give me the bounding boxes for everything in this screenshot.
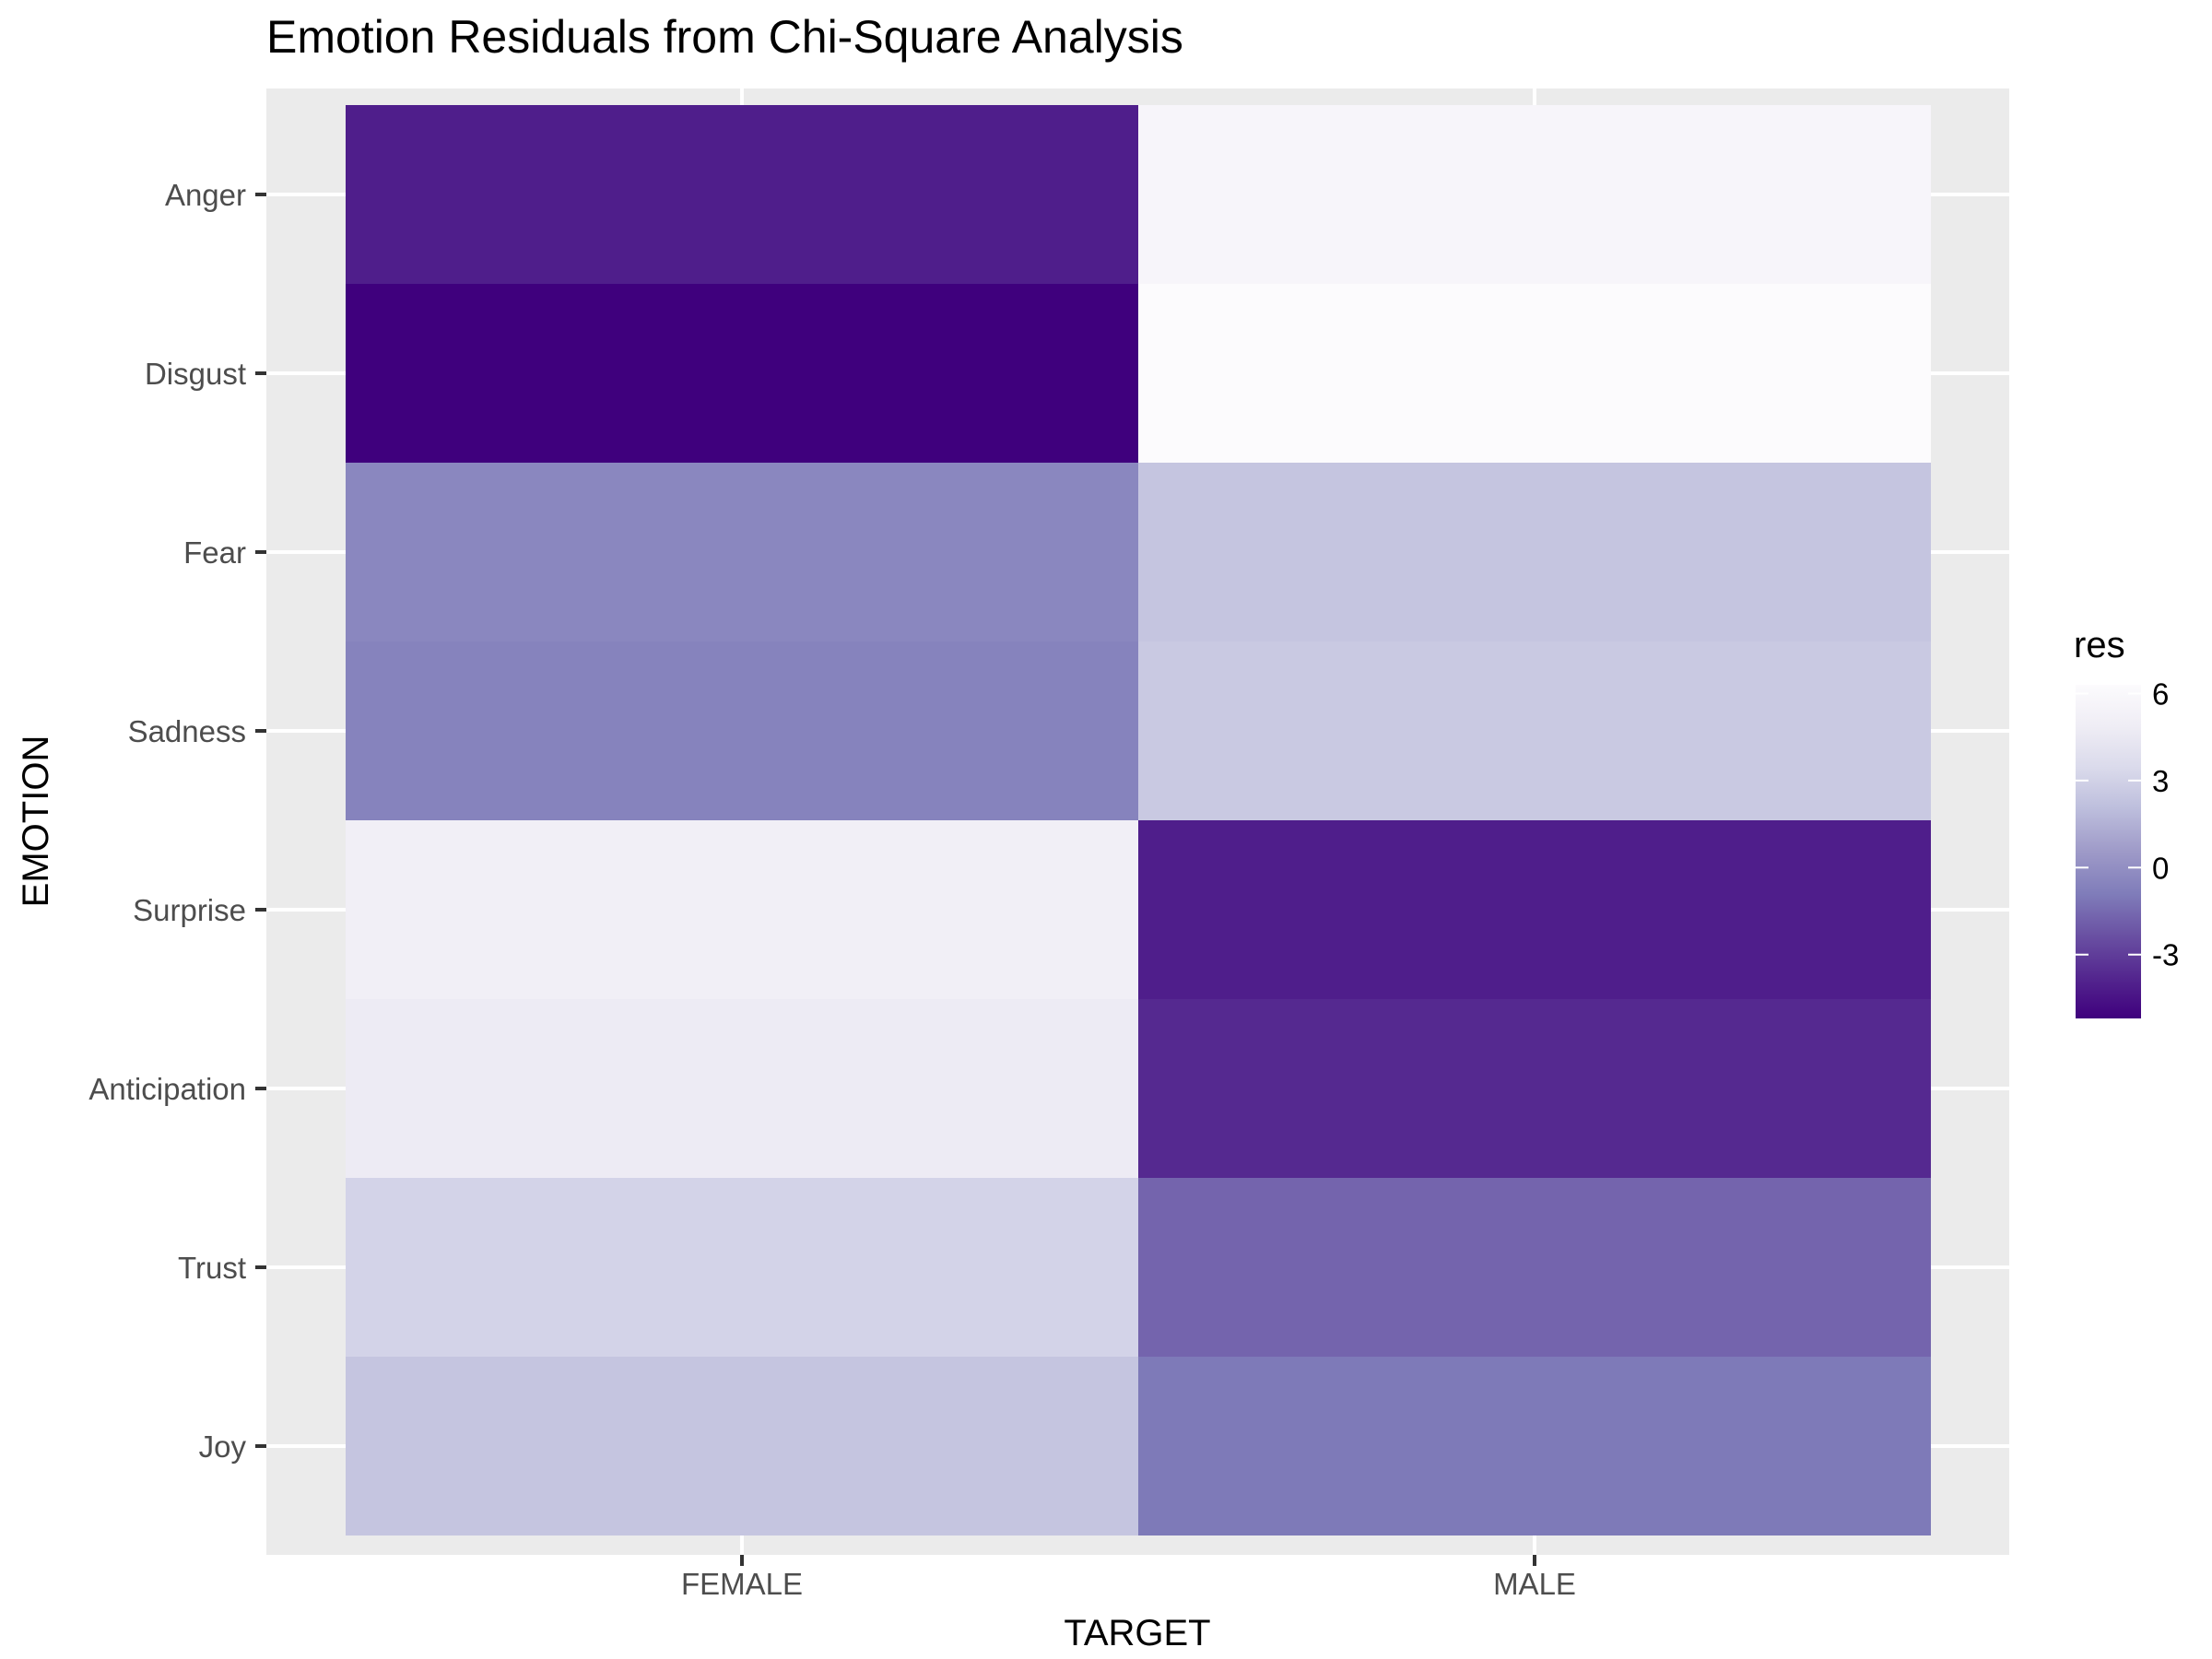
legend-tick-label: 0 bbox=[2152, 851, 2169, 885]
chart-title: Emotion Residuals from Chi-Square Analys… bbox=[266, 11, 1183, 63]
heatmap-cell-male-trust bbox=[1138, 1178, 1931, 1357]
legend-colorbar bbox=[2076, 685, 2141, 1018]
heatmap-cell-male-fear bbox=[1138, 463, 1931, 641]
y-tick-label: Anger bbox=[165, 178, 246, 212]
legend-title: res bbox=[2074, 625, 2125, 665]
heatmap-cell-male-anticipation bbox=[1138, 999, 1931, 1178]
heatmap-cell-female-joy bbox=[346, 1357, 1138, 1535]
x-tick-label: FEMALE bbox=[681, 1567, 803, 1601]
legend-tick-label: 3 bbox=[2152, 764, 2169, 798]
heatmap-cell-female-fear bbox=[346, 463, 1138, 641]
heatmap-cell-male-surprise bbox=[1138, 820, 1931, 999]
heatmap-cell-female-surprise bbox=[346, 820, 1138, 999]
legend-tick-label: 6 bbox=[2152, 677, 2169, 711]
heatmap-cell-male-joy bbox=[1138, 1357, 1931, 1535]
y-tick-label: Disgust bbox=[145, 357, 246, 391]
y-tick-label: Sadness bbox=[128, 714, 246, 748]
x-axis: FEMALE MALE bbox=[681, 1555, 1576, 1601]
heatmap-cell-female-anger bbox=[346, 105, 1138, 284]
heatmap-cell-female-trust bbox=[346, 1178, 1138, 1357]
y-tick-label: Trust bbox=[178, 1251, 246, 1285]
y-axis: Anger Disgust Fear Sadness Surprise Anticipat… bbox=[88, 178, 266, 1464]
y-tick-label: Joy bbox=[199, 1430, 247, 1464]
legend-ticks: -3 0 3 6 bbox=[2076, 677, 2179, 972]
heatmap-cell-female-sadness bbox=[346, 641, 1138, 820]
heatmap-cell-female-anticipation bbox=[346, 999, 1138, 1178]
x-axis-title: TARGET bbox=[1064, 1613, 1210, 1653]
y-tick-label: Fear bbox=[183, 535, 246, 570]
y-tick-label: Anticipation bbox=[88, 1072, 246, 1106]
heatmap-cells bbox=[346, 105, 1931, 1535]
color-legend: res -3 0 3 6 bbox=[2074, 625, 2179, 1018]
heatmap-cell-male-anger bbox=[1138, 105, 1931, 284]
heatmap-cell-female-disgust bbox=[346, 284, 1138, 463]
x-tick-label: MALE bbox=[1493, 1567, 1576, 1601]
heatmap-cell-male-disgust bbox=[1138, 284, 1931, 463]
y-axis-title: EMOTION bbox=[16, 735, 56, 908]
y-tick-label: Surprise bbox=[133, 893, 246, 927]
heatmap-cell-male-sadness bbox=[1138, 641, 1931, 820]
legend-tick-label: -3 bbox=[2152, 938, 2179, 972]
